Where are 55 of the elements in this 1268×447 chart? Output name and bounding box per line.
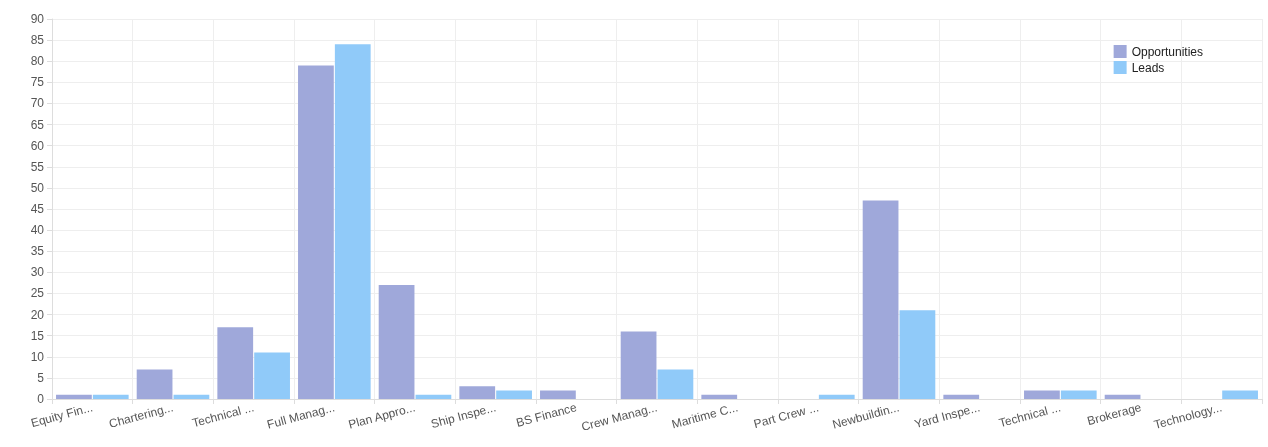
bar <box>1060 390 1097 399</box>
bar <box>657 369 694 399</box>
y-tick-label: 45 <box>30 202 45 216</box>
bar <box>496 390 532 399</box>
x-tick-label: Ship Inspe... <box>429 400 498 432</box>
y-tick-label: 50 <box>30 180 45 195</box>
bar <box>540 390 576 399</box>
y-tick-label: 70 <box>30 96 45 111</box>
bar <box>415 394 452 399</box>
y-tick-label: 90 <box>30 12 45 26</box>
y-tick-label: 15 <box>30 328 45 343</box>
y-tick-label: 5 <box>37 370 45 385</box>
bar <box>899 310 936 399</box>
x-tick-label: Brokerage <box>1085 400 1144 429</box>
x-tick-label: Crew Manag... <box>579 400 659 434</box>
bar <box>92 394 129 399</box>
y-tick-label: 25 <box>30 286 45 301</box>
y-tick-label: 10 <box>30 349 45 364</box>
bar <box>1104 394 1141 399</box>
y-tick-label: 75 <box>30 75 45 90</box>
y-tick-label: 35 <box>30 244 45 259</box>
y-tick-label: 55 <box>30 159 45 174</box>
bar <box>701 394 738 399</box>
bar <box>818 394 855 399</box>
bar <box>862 200 899 399</box>
legend-label: Leads <box>1131 60 1165 75</box>
bar <box>217 327 254 399</box>
y-tick-label: 80 <box>30 54 45 69</box>
bar <box>254 352 290 399</box>
legend-label: Opportunities <box>1131 44 1203 59</box>
bar <box>298 65 334 399</box>
bar <box>1222 390 1258 399</box>
y-tick-label: 40 <box>30 223 45 238</box>
y-tick-label: 85 <box>30 33 45 48</box>
x-tick-label: Chartering... <box>107 400 175 431</box>
y-tick-label: 60 <box>30 138 45 153</box>
bar <box>173 394 210 399</box>
bar <box>378 285 415 399</box>
bar <box>1024 390 1060 399</box>
y-tick-label: 20 <box>30 307 45 322</box>
bar <box>334 44 371 399</box>
x-tick-label: BS Finance <box>514 400 579 430</box>
bar <box>56 394 92 399</box>
bar <box>620 331 657 399</box>
y-tick-label: 0 <box>37 392 45 406</box>
x-tick-label: Part Crew ... <box>752 400 821 432</box>
bar <box>136 369 173 399</box>
bar <box>943 394 980 399</box>
bar <box>459 386 496 399</box>
x-tick-label: Full Manag... <box>265 400 337 432</box>
x-tick-label: Plan Appro... <box>346 400 417 432</box>
y-tick-label: 30 <box>30 265 45 280</box>
x-tick-label: Maritime C... <box>670 400 740 432</box>
x-tick-label: Yard Inspe... <box>912 400 982 432</box>
y-tick-label: 65 <box>30 117 45 132</box>
